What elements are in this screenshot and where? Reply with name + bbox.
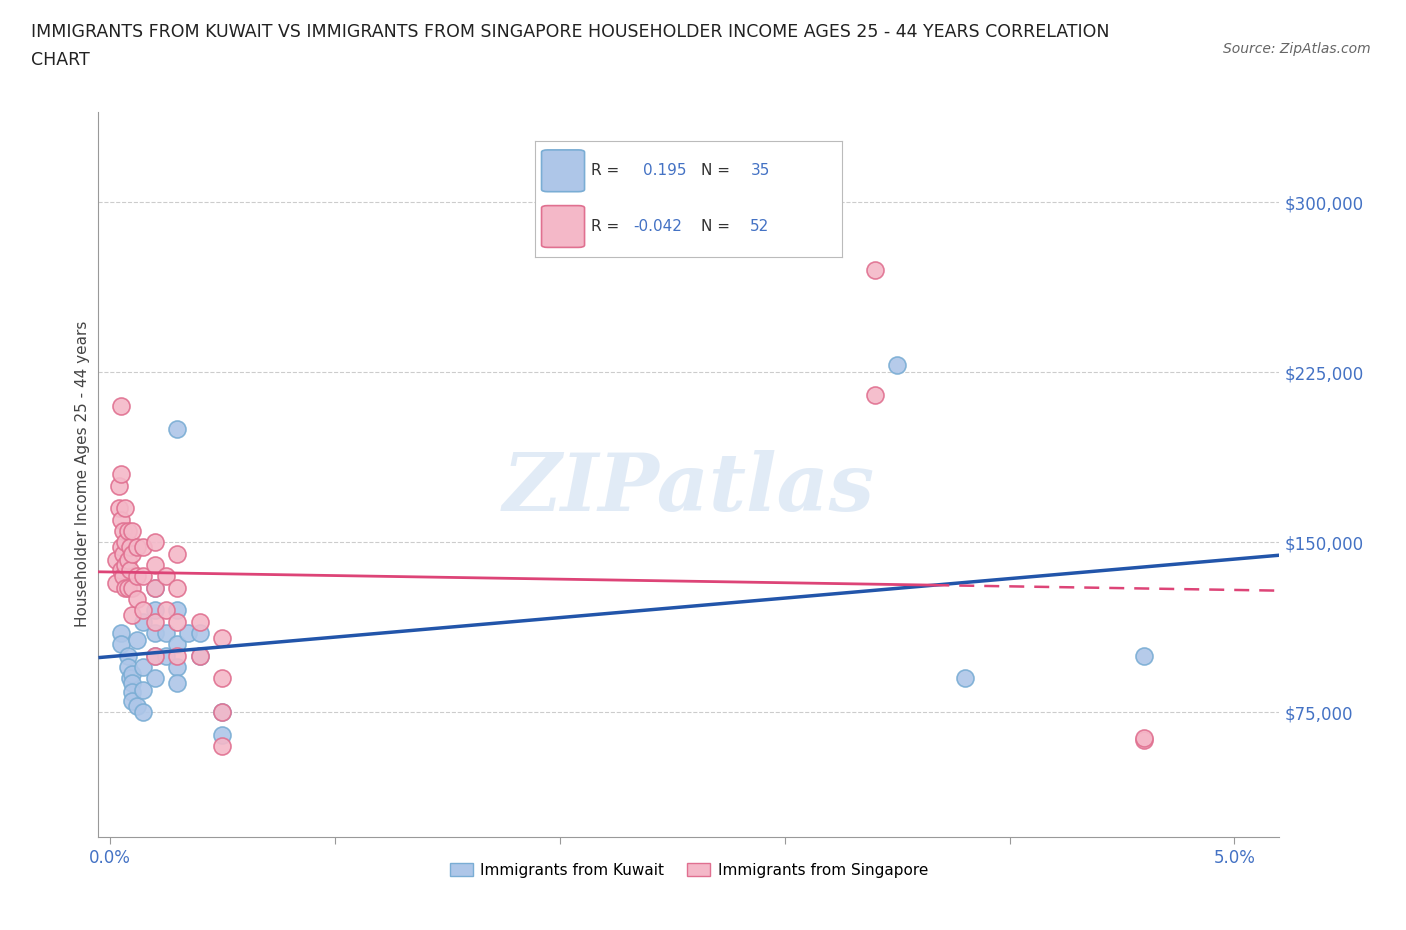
Point: [125, 539, 148, 554]
Point: [125, 591, 148, 606]
Point: [117, 580, 139, 595]
Point: [143, 648, 166, 663]
Point: [117, 553, 139, 568]
Text: CHART: CHART: [31, 51, 90, 69]
Point: [117, 648, 139, 663]
Point: [110, 562, 132, 577]
Point: [114, 535, 136, 550]
Point: [121, 667, 143, 682]
Point: [118, 539, 141, 554]
Legend: Immigrants from Kuwait, Immigrants from Singapore: Immigrants from Kuwait, Immigrants from …: [444, 857, 934, 884]
Point: [863, 388, 886, 403]
Point: [110, 539, 132, 554]
Point: [886, 358, 908, 373]
Point: [110, 626, 132, 641]
Point: [125, 632, 148, 647]
Point: [155, 569, 177, 584]
Point: [125, 698, 148, 713]
Point: [143, 671, 166, 685]
Point: [117, 659, 139, 674]
Point: [121, 607, 143, 622]
Point: [117, 524, 139, 538]
Point: [1133, 732, 1156, 747]
Text: ZIPatlas: ZIPatlas: [503, 450, 875, 527]
Point: [125, 569, 148, 584]
Point: [143, 558, 166, 573]
Point: [1133, 648, 1156, 663]
Point: [143, 648, 166, 663]
Point: [188, 648, 211, 663]
Point: [155, 626, 177, 641]
Text: IMMIGRANTS FROM KUWAIT VS IMMIGRANTS FROM SINGAPORE HOUSEHOLDER INCOME AGES 25 -: IMMIGRANTS FROM KUWAIT VS IMMIGRANTS FRO…: [31, 23, 1109, 41]
Point: [953, 671, 976, 685]
Point: [112, 524, 135, 538]
Point: [121, 694, 143, 709]
Point: [121, 675, 143, 690]
Point: [211, 727, 233, 742]
Y-axis label: Householder Income Ages 25 - 44 years: Householder Income Ages 25 - 44 years: [75, 321, 90, 628]
Point: [143, 626, 166, 641]
Point: [166, 421, 188, 436]
Point: [143, 603, 166, 618]
Point: [110, 512, 132, 527]
Point: [132, 603, 155, 618]
Point: [188, 614, 211, 629]
Point: [121, 684, 143, 699]
Point: [132, 614, 155, 629]
Point: [166, 659, 188, 674]
Point: [166, 614, 188, 629]
Point: [211, 705, 233, 720]
Point: [114, 580, 136, 595]
Point: [112, 546, 135, 561]
Point: [105, 553, 128, 568]
Point: [112, 569, 135, 584]
Point: [132, 659, 155, 674]
Point: [110, 467, 132, 482]
Point: [166, 546, 188, 561]
Point: [188, 626, 211, 641]
Point: [211, 738, 233, 753]
Point: [114, 501, 136, 516]
Point: [143, 580, 166, 595]
Point: [121, 580, 143, 595]
Point: [211, 671, 233, 685]
Point: [132, 705, 155, 720]
Point: [132, 569, 155, 584]
Point: [121, 524, 143, 538]
Text: Source: ZipAtlas.com: Source: ZipAtlas.com: [1223, 42, 1371, 56]
Point: [118, 562, 141, 577]
Point: [132, 539, 155, 554]
Point: [143, 614, 166, 629]
Point: [110, 399, 132, 414]
Point: [107, 478, 129, 493]
Point: [121, 546, 143, 561]
Point: [188, 648, 211, 663]
Point: [155, 648, 177, 663]
Point: [863, 263, 886, 278]
Point: [132, 683, 155, 698]
Point: [166, 603, 188, 618]
Point: [107, 501, 129, 516]
Point: [166, 637, 188, 652]
Point: [143, 535, 166, 550]
Point: [166, 648, 188, 663]
Point: [1133, 731, 1156, 746]
Point: [166, 675, 188, 690]
Point: [166, 580, 188, 595]
Point: [143, 580, 166, 595]
Point: [211, 705, 233, 720]
Point: [105, 576, 128, 591]
Point: [155, 603, 177, 618]
Point: [211, 631, 233, 645]
Point: [118, 671, 141, 685]
Point: [177, 626, 200, 641]
Point: [110, 637, 132, 652]
Point: [114, 558, 136, 573]
